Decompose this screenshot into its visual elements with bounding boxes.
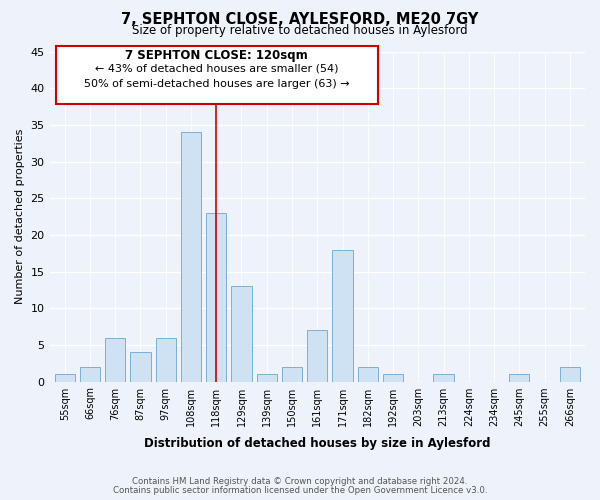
Text: Contains HM Land Registry data © Crown copyright and database right 2024.: Contains HM Land Registry data © Crown c… <box>132 477 468 486</box>
Text: 7 SEPHTON CLOSE: 120sqm: 7 SEPHTON CLOSE: 120sqm <box>125 50 308 62</box>
Bar <box>232 286 251 382</box>
Text: 7, SEPHTON CLOSE, AYLESFORD, ME20 7GY: 7, SEPHTON CLOSE, AYLESFORD, ME20 7GY <box>121 12 479 28</box>
Bar <box>105 338 125 382</box>
Bar <box>80 367 100 382</box>
Bar <box>257 374 277 382</box>
Bar <box>282 367 302 382</box>
Text: Size of property relative to detached houses in Aylesford: Size of property relative to detached ho… <box>132 24 468 37</box>
Bar <box>358 367 378 382</box>
Bar <box>433 374 454 382</box>
Bar <box>509 374 529 382</box>
Bar <box>155 338 176 382</box>
X-axis label: Distribution of detached houses by size in Aylesford: Distribution of detached houses by size … <box>144 437 491 450</box>
Bar <box>206 213 226 382</box>
Y-axis label: Number of detached properties: Number of detached properties <box>15 129 25 304</box>
Text: ← 43% of detached houses are smaller (54): ← 43% of detached houses are smaller (54… <box>95 64 338 74</box>
FancyBboxPatch shape <box>56 46 378 104</box>
Bar <box>307 330 328 382</box>
Bar <box>55 374 75 382</box>
Bar <box>560 367 580 382</box>
Bar <box>383 374 403 382</box>
Text: 50% of semi-detached houses are larger (63) →: 50% of semi-detached houses are larger (… <box>84 80 350 90</box>
Bar <box>130 352 151 382</box>
Bar <box>181 132 201 382</box>
Bar <box>332 250 353 382</box>
Text: Contains public sector information licensed under the Open Government Licence v3: Contains public sector information licen… <box>113 486 487 495</box>
